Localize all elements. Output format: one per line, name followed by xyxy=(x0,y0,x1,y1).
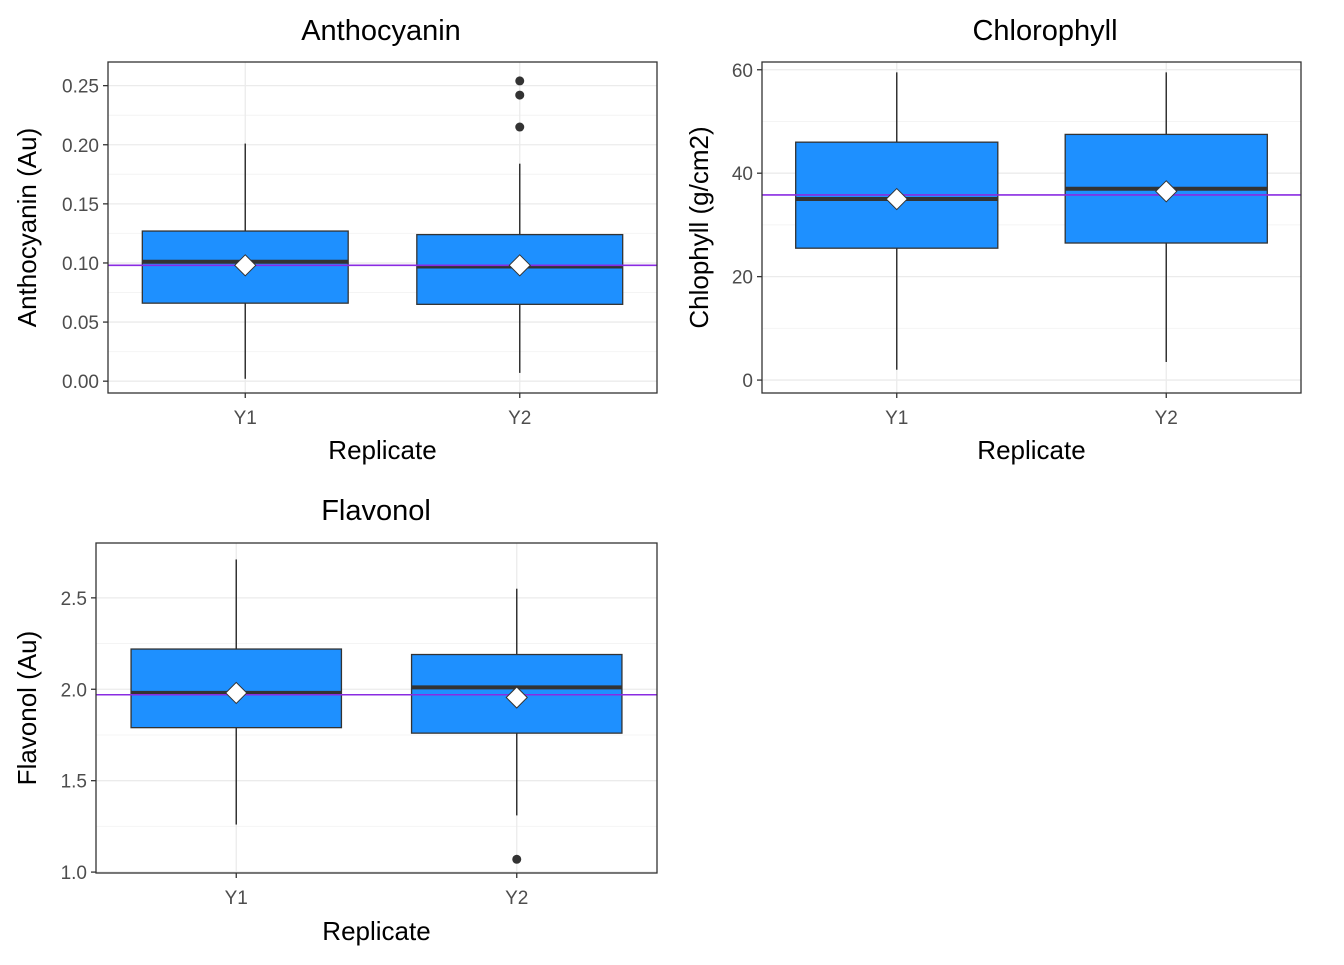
y-tick-label: 0.15 xyxy=(62,195,99,216)
panel-background xyxy=(108,62,657,393)
y-tick-label: 2.5 xyxy=(61,589,87,610)
mean-marker xyxy=(508,254,531,277)
y-tick-label: 2.0 xyxy=(61,680,87,701)
y-tick-label: 20 xyxy=(732,268,753,289)
y-tick-label: 0.20 xyxy=(62,136,99,157)
panel-border xyxy=(761,61,1302,394)
panel-border xyxy=(95,542,658,874)
x-tick-label: Y2 xyxy=(505,888,528,909)
y-axis-label: Flavonol (Au) xyxy=(12,631,42,786)
x-tick-label: Y1 xyxy=(885,408,908,429)
panel-3: 1.0 1.5 2.0 2.5 Y1 Y2 Flavonol Replicate Flavono… xyxy=(12,495,658,946)
y-tick-label: 1.5 xyxy=(61,772,87,793)
x-tick-label: Y2 xyxy=(508,408,531,429)
y-tick-label: 0.10 xyxy=(62,254,99,275)
outlier-point xyxy=(515,76,525,86)
mean-marker xyxy=(505,686,528,709)
y-tick-label: 40 xyxy=(732,164,753,185)
mean-marker xyxy=(885,187,908,211)
x-tick-label: Y1 xyxy=(225,888,248,909)
x-axis-label: Replicate xyxy=(977,435,1085,465)
mean-marker xyxy=(1155,180,1178,203)
panel-border xyxy=(107,61,658,394)
y-axis-label: Anthocyanin (Au) xyxy=(12,128,42,327)
y-axis-label: Chlophyll (g/cm2) xyxy=(684,126,714,328)
x-tick-label: Y2 xyxy=(1155,408,1178,429)
x-axis-label: Replicate xyxy=(328,435,436,465)
y-tick-label: 0 xyxy=(742,371,753,392)
mean-marker xyxy=(225,681,248,705)
y-tick-label: 0.05 xyxy=(62,313,99,334)
outlier-point xyxy=(515,122,525,132)
panel-2: 0 20 40 60 Y1 Y2 Chlorophyll Replicate Chlophyll… xyxy=(684,15,1302,465)
chart-title: Anthocyanin xyxy=(301,15,461,47)
mean-marker xyxy=(234,254,257,277)
y-tick-label: 60 xyxy=(732,61,753,82)
y-tick-label: 0.25 xyxy=(62,77,99,98)
outlier-point xyxy=(515,90,525,100)
chart-title: Chlorophyll xyxy=(972,15,1117,47)
x-axis-label: Replicate xyxy=(322,916,430,946)
x-tick-label: Y1 xyxy=(234,408,257,429)
y-tick-label: 0.00 xyxy=(62,372,99,393)
panel-1: 0.00 0.05 0.10 0.15 0.20 0.25 Y1 Y2 Anthocyanin R… xyxy=(12,15,658,465)
chart-title: Flavonol xyxy=(321,495,431,527)
y-tick-label: 1.0 xyxy=(61,863,87,884)
outlier-point xyxy=(512,854,522,864)
